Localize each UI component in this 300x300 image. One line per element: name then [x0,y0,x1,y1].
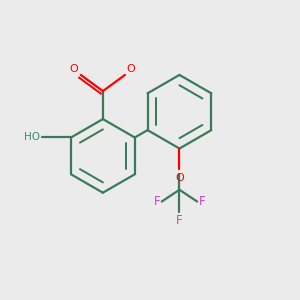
Text: O: O [126,64,135,74]
Text: F: F [176,214,183,227]
Text: F: F [154,195,160,208]
Text: HO: HO [24,133,40,142]
Text: O: O [175,173,184,183]
Text: O: O [70,64,79,74]
Text: F: F [199,195,205,208]
